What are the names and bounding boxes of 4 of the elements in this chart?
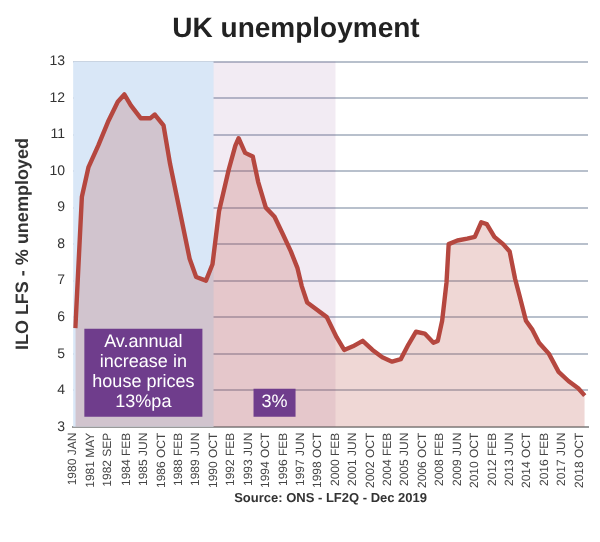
band-label: Av.annual increase in house prices 13%pa [92, 330, 196, 411]
chart-title: UK unemployment [172, 10, 421, 43]
y-axis-title: ILO LFS - % unemployed [11, 138, 32, 351]
band-label: 3% [261, 390, 288, 411]
